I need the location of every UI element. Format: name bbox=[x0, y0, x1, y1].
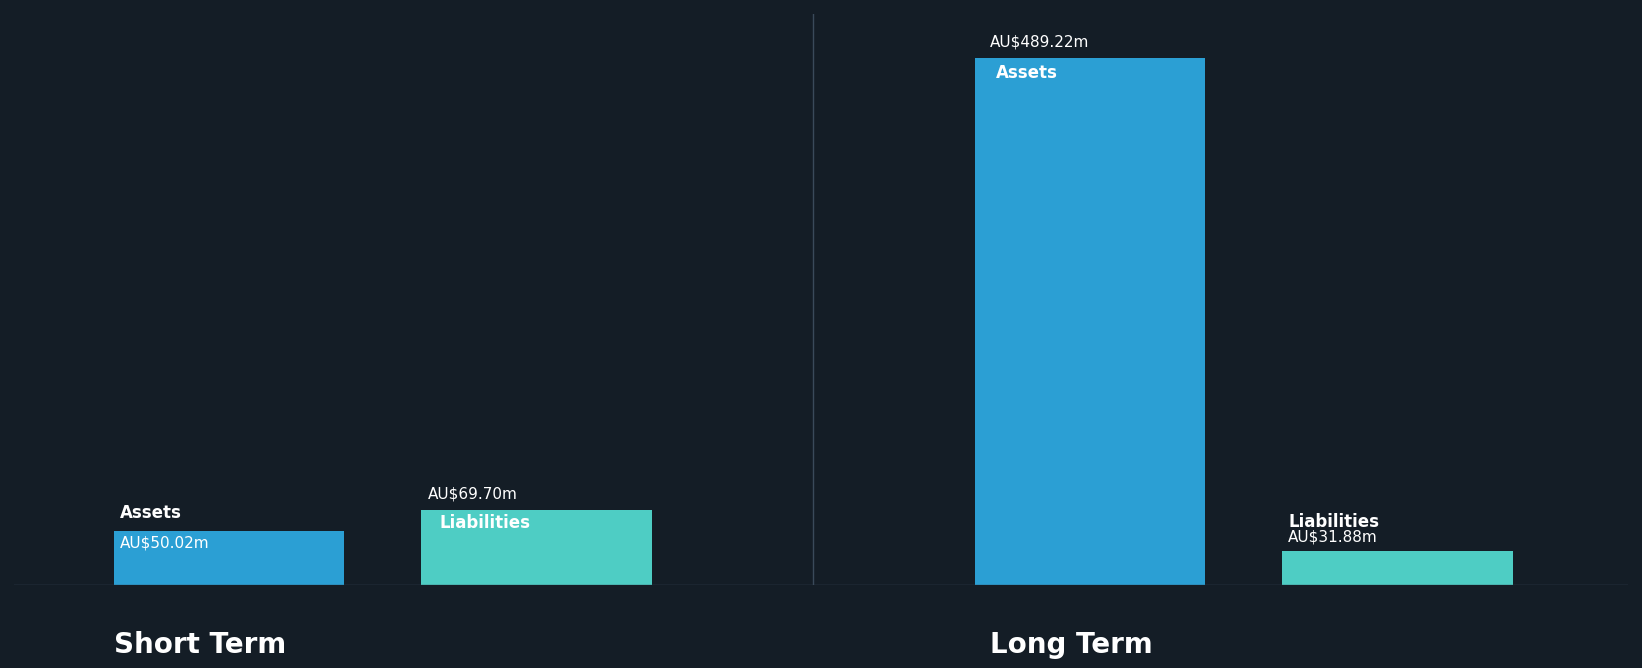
Bar bbox=[1282, 550, 1512, 585]
Text: AU$50.02m: AU$50.02m bbox=[120, 535, 210, 550]
Text: Liabilities: Liabilities bbox=[440, 514, 530, 532]
Text: Assets: Assets bbox=[120, 504, 182, 522]
Text: Assets: Assets bbox=[997, 64, 1057, 82]
Text: Long Term: Long Term bbox=[990, 631, 1153, 659]
Bar bbox=[422, 510, 652, 585]
Text: Short Term: Short Term bbox=[113, 631, 286, 659]
Text: AU$69.70m: AU$69.70m bbox=[427, 486, 517, 501]
Text: Liabilities: Liabilities bbox=[1289, 513, 1379, 531]
Text: AU$31.88m: AU$31.88m bbox=[1289, 529, 1378, 544]
Bar bbox=[975, 58, 1205, 585]
Bar bbox=[113, 531, 345, 585]
Text: AU$489.22m: AU$489.22m bbox=[990, 34, 1090, 49]
